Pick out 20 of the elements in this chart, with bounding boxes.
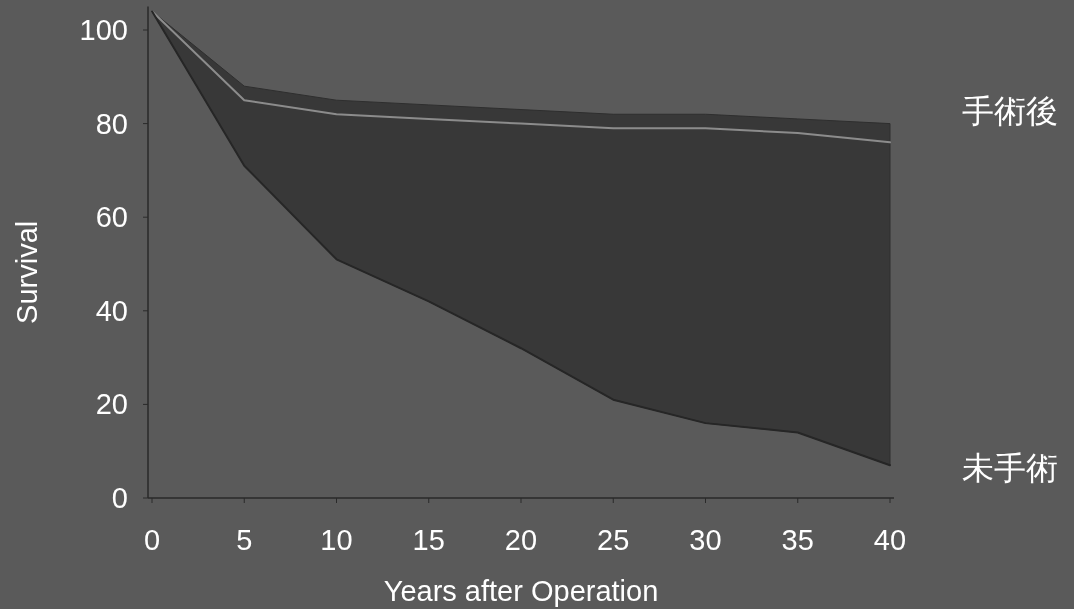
- y-tick-label: 80: [95, 107, 128, 140]
- y-tick-label: 40: [95, 294, 128, 327]
- y-tick-label: 60: [95, 201, 128, 234]
- text: 手術後: [962, 93, 1058, 130]
- x-tick-label: 0: [143, 524, 161, 556]
- x-tick-label: 5: [236, 524, 253, 556]
- x-axis-title: Years after Operation: [383, 575, 659, 607]
- x-tick-label: 40: [873, 524, 907, 556]
- text: 未手術: [962, 450, 1058, 487]
- y-axis-title: Survival: [11, 220, 43, 324]
- x-tick-label: 25: [597, 524, 630, 556]
- y-tick-label: 100: [79, 14, 128, 46]
- y-tick-label: 20: [95, 388, 128, 421]
- x-tick-label: 10: [320, 524, 353, 556]
- y-tick-label: 0: [111, 482, 128, 514]
- x-tick-label: 30: [689, 524, 722, 556]
- x-tick-label: 35: [781, 524, 814, 556]
- x-tick-label: 20: [504, 524, 538, 556]
- x-tick-label: 15: [412, 524, 445, 556]
- line-series: [151, 10, 891, 144]
